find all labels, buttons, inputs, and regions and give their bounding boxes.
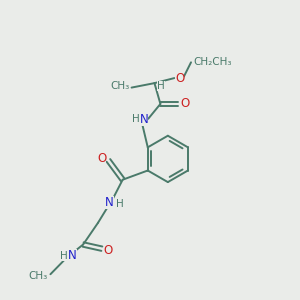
- Text: N: N: [140, 113, 148, 126]
- Text: H: H: [116, 199, 123, 209]
- Text: H: H: [157, 80, 165, 91]
- Text: H: H: [133, 114, 140, 124]
- Text: O: O: [175, 72, 184, 85]
- Text: H: H: [60, 251, 68, 261]
- Text: CH₂CH₃: CH₂CH₃: [194, 57, 232, 67]
- Text: N: N: [105, 196, 114, 208]
- Text: N: N: [68, 249, 77, 262]
- Text: CH₃: CH₃: [110, 81, 129, 91]
- Text: O: O: [104, 244, 113, 257]
- Text: CH₃: CH₃: [29, 271, 48, 281]
- Text: O: O: [180, 98, 189, 110]
- Text: O: O: [97, 152, 106, 164]
